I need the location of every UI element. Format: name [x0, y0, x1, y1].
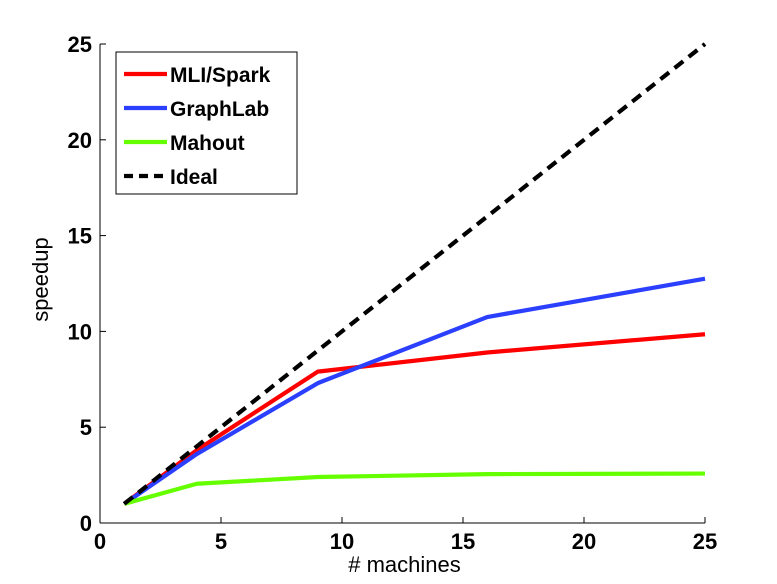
series-line-ideal: [122, 42, 707, 506]
y-tick-label: 25: [68, 32, 92, 57]
y-tick-label: 15: [68, 224, 92, 249]
x-tick-label: 10: [330, 529, 354, 554]
axes: 0 5 10 15 20 25 0 5 10 15 20 25: [68, 32, 718, 554]
legend-label-mli-spark: MLI/Spark: [170, 64, 271, 87]
legend-label-ideal: Ideal: [170, 166, 218, 189]
y-tick-label: 0: [80, 511, 92, 536]
x-tick-label: 5: [215, 529, 227, 554]
x-tick-label: 20: [572, 529, 596, 554]
y-tick-label: 10: [68, 319, 92, 344]
x-tick-label: 25: [693, 529, 717, 554]
series-line-graphlab: [123, 276, 706, 506]
legend-label-graphlab: GraphLab: [170, 98, 269, 121]
x-axis-title: # machines: [348, 552, 461, 577]
x-tick-label: 0: [94, 529, 106, 554]
x-tick-label: 15: [451, 529, 475, 554]
plot-area: [122, 42, 707, 506]
y-tick-label: 20: [68, 128, 92, 153]
legend: MLI/Spark GraphLab Mahout Ideal: [115, 51, 298, 195]
y-axis-title: speedup: [28, 237, 53, 321]
y-tick-label: 5: [80, 415, 92, 440]
legend-label-mahout: Mahout: [170, 132, 245, 155]
series-line-mahout: [123, 471, 706, 506]
series-line-mli-spark: [122, 332, 706, 506]
